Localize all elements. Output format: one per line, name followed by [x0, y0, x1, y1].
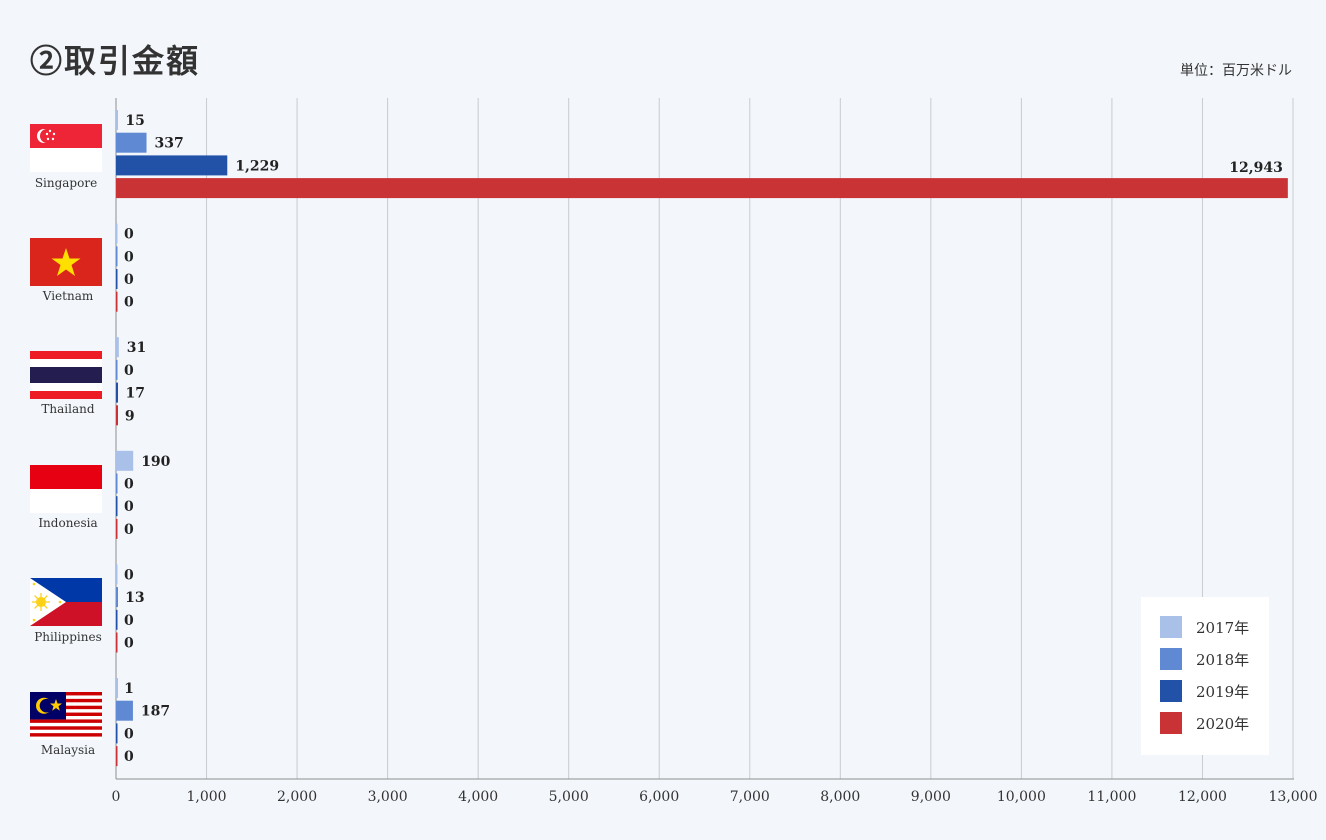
data-label: 13: [125, 590, 144, 606]
bar-vietnam-2018: [116, 246, 118, 267]
data-label: 0: [124, 726, 134, 742]
x-tick-label: 0: [112, 789, 121, 805]
legend-item-2018: 2018年: [1160, 643, 1269, 675]
x-tick-label: 3,000: [368, 789, 408, 805]
legend-swatch-2020: [1160, 712, 1182, 734]
bar-thailand-2017: [116, 337, 119, 358]
data-label: 9: [125, 408, 135, 424]
bar-malaysia-2020: [116, 746, 118, 767]
data-label: 12,943: [1229, 160, 1283, 176]
data-label: 0: [124, 272, 134, 288]
bar-thailand-2018: [116, 359, 118, 380]
data-label: 1,229: [235, 158, 279, 174]
bar-vietnam-2020: [116, 291, 118, 312]
data-label: 0: [124, 295, 134, 311]
data-label: 17: [126, 386, 145, 402]
x-tick-label: 5,000: [549, 789, 589, 805]
data-label: 0: [124, 522, 134, 538]
x-tick-label: 12,000: [1178, 789, 1227, 805]
country-label-indonesia: Indonesia: [38, 516, 98, 530]
bar-singapore-2017: [116, 110, 118, 130]
x-tick-label: 4,000: [458, 789, 498, 805]
x-tick-label: 2,000: [277, 789, 317, 805]
thailand-flag-icon: [30, 351, 102, 399]
country-label-philippines: Philippines: [34, 630, 102, 644]
bar-indonesia-2017: [116, 450, 134, 471]
x-tick-label: 10,000: [997, 789, 1046, 805]
data-label: 0: [124, 613, 134, 629]
x-tick-label: 9,000: [911, 789, 951, 805]
singapore-flag-icon: [30, 124, 102, 172]
bar-philippines-2017: [116, 564, 118, 585]
vietnam-flag-icon: [30, 238, 102, 286]
bar-philippines-2020: [116, 632, 118, 653]
bar-singapore-2019: [116, 155, 228, 176]
bar-vietnam-2017: [116, 223, 118, 244]
country-label-malaysia: Malaysia: [40, 743, 96, 757]
legend-swatch-2018: [1160, 648, 1182, 670]
data-label: 0: [124, 567, 134, 583]
bar-malaysia-2017: [116, 678, 118, 698]
chart-title: ②取引金額: [30, 42, 201, 80]
legend-label-2019: 2019年: [1196, 682, 1250, 701]
philippines-flag-icon: [30, 578, 102, 626]
bar-thailand-2019: [116, 382, 118, 403]
data-label: 0: [124, 227, 134, 243]
data-label: 0: [124, 477, 134, 493]
legend-label-2018: 2018年: [1196, 650, 1250, 669]
bar-thailand-2020: [116, 405, 118, 426]
data-label: 31: [127, 340, 146, 356]
data-label: 0: [124, 499, 134, 515]
legend-swatch-2019: [1160, 680, 1182, 702]
bar-indonesia-2020: [116, 518, 118, 539]
malaysia-flag-icon: [30, 692, 102, 740]
bar-malaysia-2019: [116, 723, 118, 744]
data-label: 187: [141, 704, 170, 720]
bar-vietnam-2019: [116, 269, 118, 289]
legend-swatch-2017: [1160, 616, 1182, 638]
legend-item-2020: 2020年: [1160, 707, 1269, 739]
bar-singapore-2020: [116, 178, 1288, 199]
legend-label-2020: 2020年: [1196, 714, 1250, 733]
unit-label: 単位：百万米ドル: [1180, 63, 1292, 79]
x-tick-label: 6,000: [639, 789, 679, 805]
bar-philippines-2019: [116, 609, 118, 630]
bar-indonesia-2019: [116, 496, 118, 517]
data-label: 1: [124, 681, 134, 697]
indonesia-flag-icon: [30, 465, 102, 513]
bar-philippines-2018: [116, 587, 118, 608]
legend-label-2017: 2017年: [1196, 618, 1250, 637]
country-label-thailand: Thailand: [41, 402, 95, 416]
data-label: 0: [124, 363, 134, 379]
bar-singapore-2018: [116, 132, 147, 153]
data-label: 0: [124, 249, 134, 265]
data-label: 0: [124, 636, 134, 652]
bar-malaysia-2018: [116, 700, 133, 721]
country-label-vietnam: Vietnam: [42, 289, 94, 303]
data-label: 190: [141, 454, 170, 470]
x-tick-label: 11,000: [1087, 789, 1136, 805]
chart-legend: 2017年 2018年 2019年 2020年: [1141, 597, 1269, 755]
data-label: 337: [155, 136, 184, 152]
legend-item-2017: 2017年: [1160, 611, 1269, 643]
bar-indonesia-2018: [116, 473, 118, 494]
x-tick-label: 7,000: [730, 789, 770, 805]
data-label: 15: [125, 113, 144, 129]
legend-item-2019: 2019年: [1160, 675, 1269, 707]
x-tick-label: 13,000: [1269, 789, 1318, 805]
country-label-singapore: Singapore: [34, 176, 98, 190]
x-tick-label: 8,000: [820, 789, 860, 805]
x-tick-label: 1,000: [186, 789, 226, 805]
data-label: 0: [124, 749, 134, 765]
